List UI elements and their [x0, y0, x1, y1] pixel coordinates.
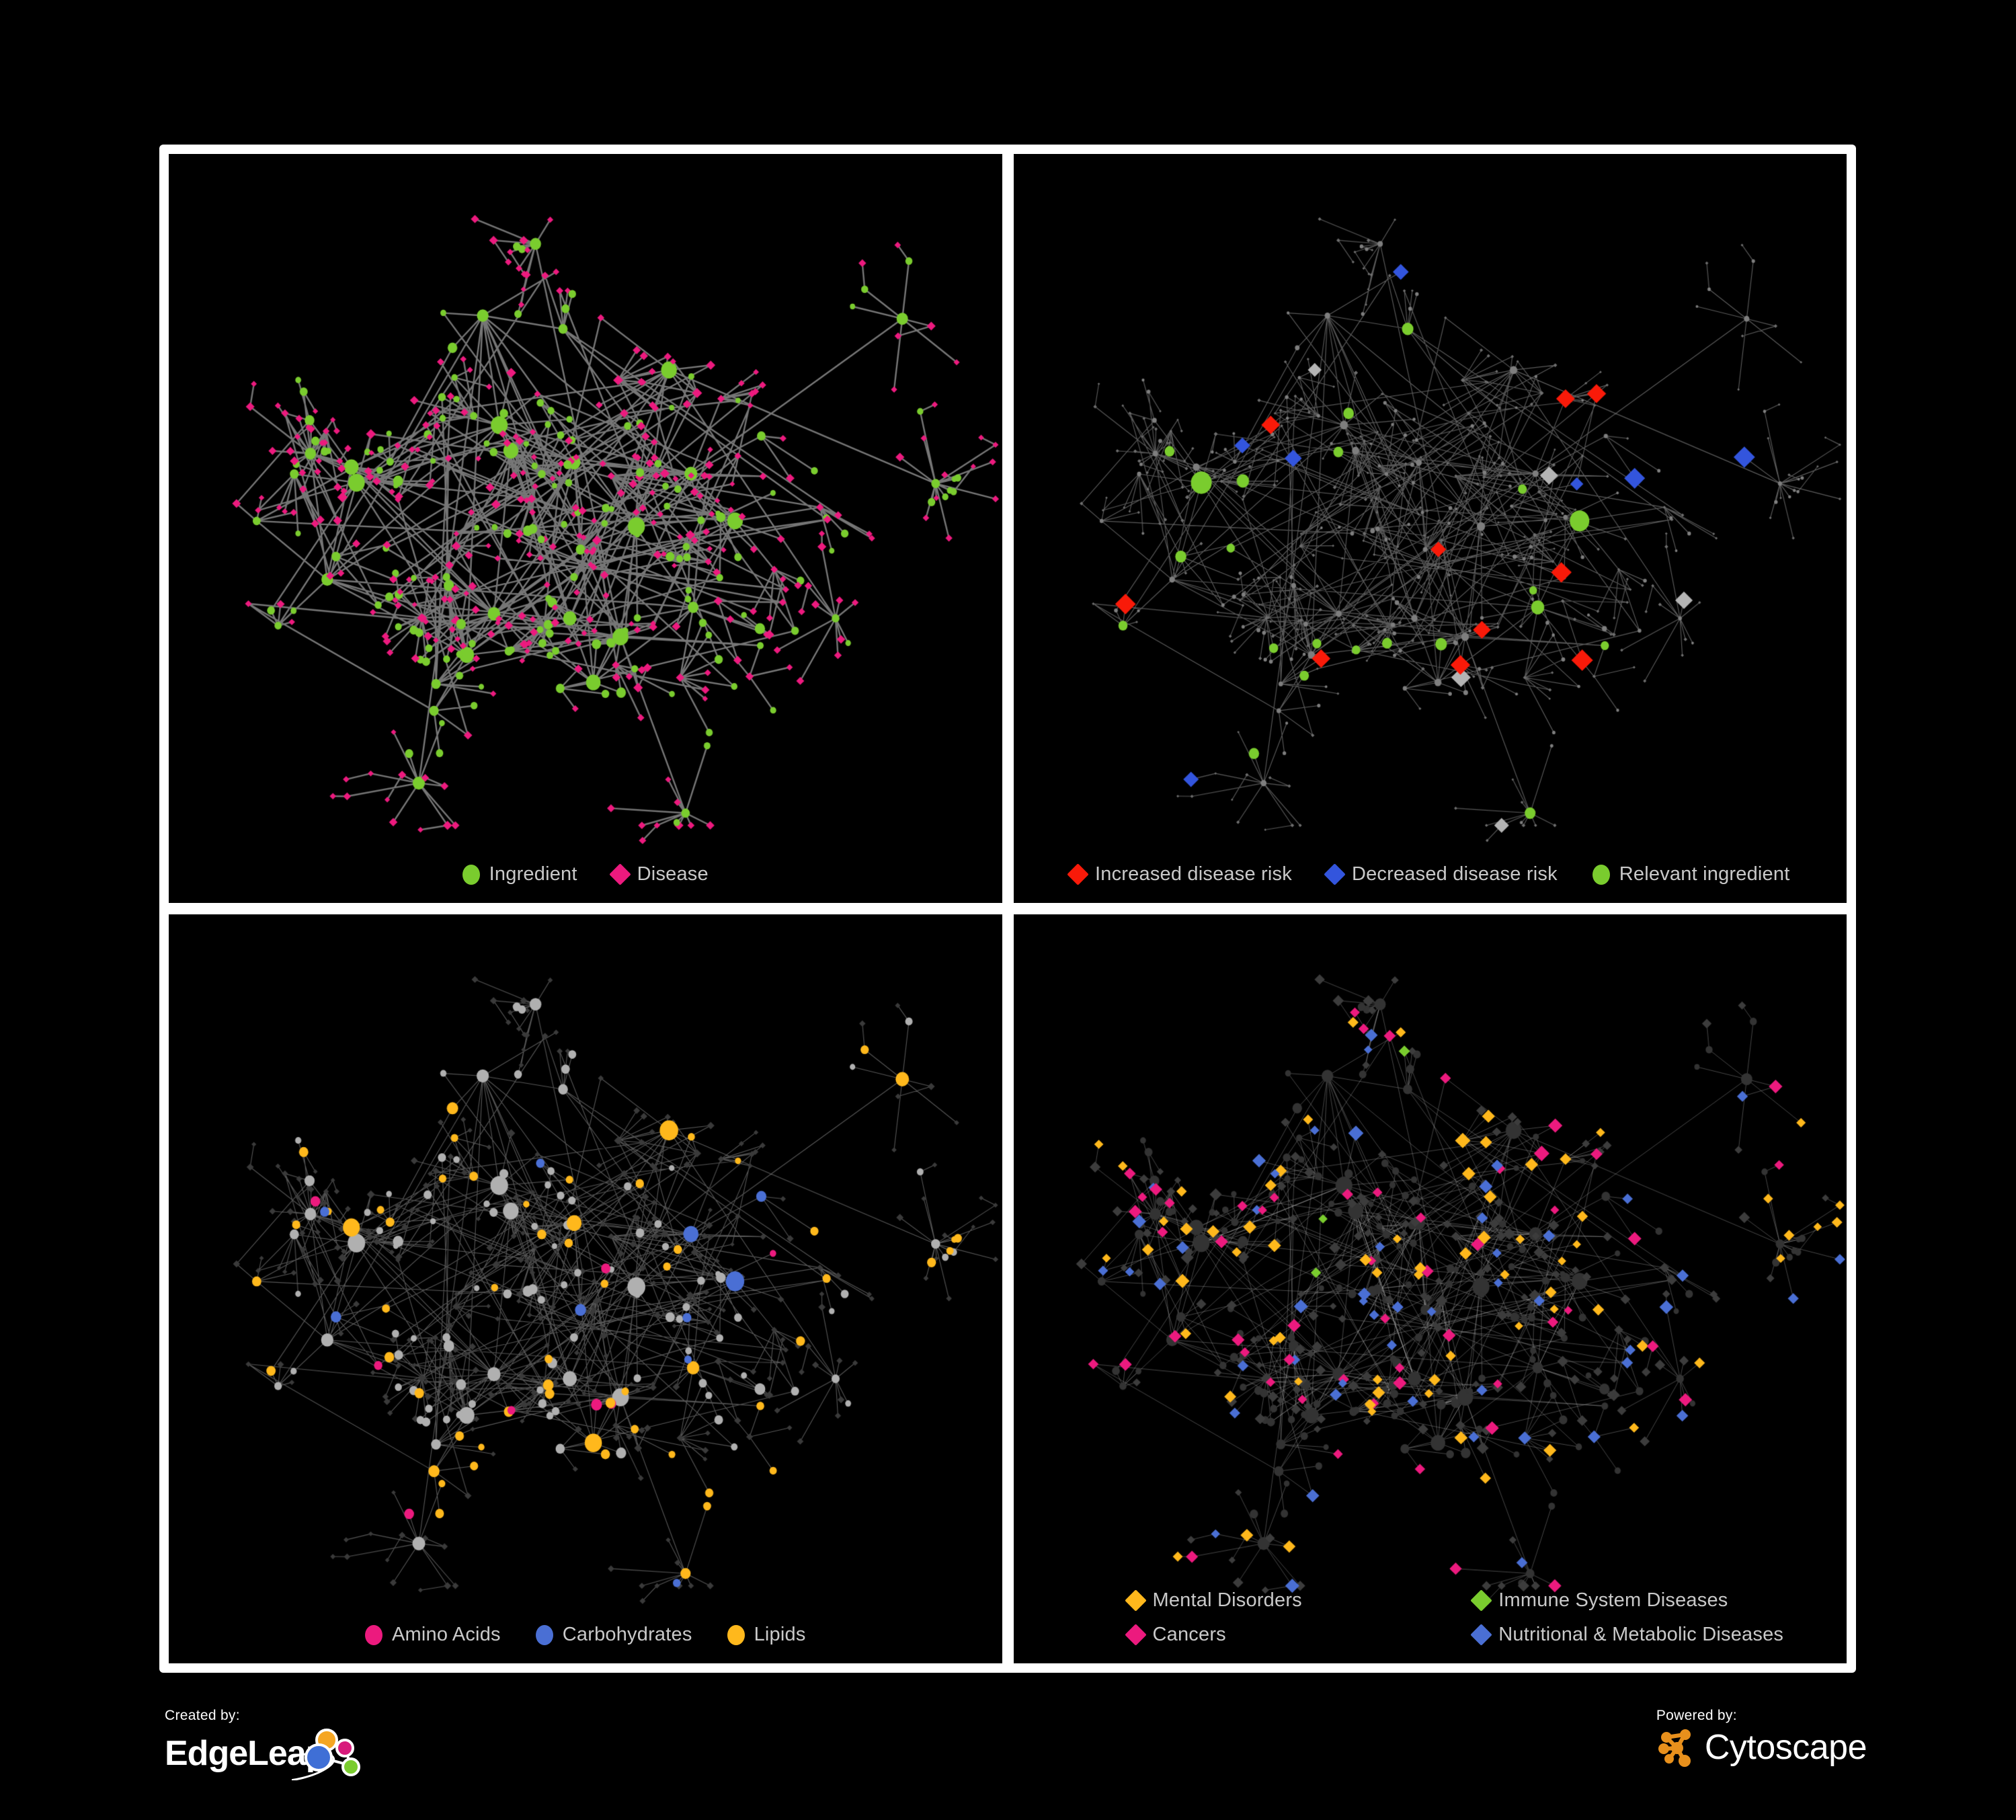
edgeleap-wordmark: EdgeLeap: [165, 1734, 327, 1773]
created-by-kicker: Created by:: [165, 1708, 240, 1723]
panel-grid: Ingredient Disease Increased disease risk…: [159, 145, 1856, 1673]
circle-marker-icon: [727, 1624, 745, 1645]
diamond-marker-icon: [1124, 1589, 1147, 1612]
legend-item[interactable]: Immune System Diseases: [1470, 1589, 1820, 1612]
diamond-marker-icon: [1124, 1624, 1147, 1646]
legend-item-label: Lipids: [754, 1624, 806, 1645]
diamond-marker-icon: [1067, 863, 1089, 885]
legend-item-label: Immune System Diseases: [1498, 1589, 1728, 1611]
legend-item-label: Decreased disease risk: [1351, 863, 1558, 885]
powered-by-credit: Powered by: Cytoscape: [1656, 1708, 1867, 1768]
legend-item[interactable]: Decreased disease risk: [1324, 863, 1558, 885]
legend-item-label: Mental Disorders: [1152, 1589, 1302, 1611]
circle-marker-icon: [535, 1624, 553, 1645]
edgeleap-node-graph-icon: [291, 1729, 360, 1780]
network-canvas-disease-class[interactable]: [1013, 914, 1847, 1663]
legend-disease-risk: Increased disease risk Decreased disease …: [1014, 863, 1847, 885]
legend-item-label: Ingredient: [489, 863, 577, 885]
panel-disease-class[interactable]: Mental Disorders Immune System Diseases Ca…: [1013, 914, 1847, 1663]
network-canvas-ingredient-disease[interactable]: [169, 154, 1002, 903]
legend-item-label: Nutritional & Metabolic Diseases: [1498, 1624, 1784, 1645]
network-canvas-ingredient-class[interactable]: [169, 914, 1002, 1663]
diamond-marker-icon: [1324, 863, 1346, 885]
created-by-credit: Created by: EdgeLeap: [165, 1708, 366, 1780]
diamond-marker-icon: [1470, 1589, 1493, 1612]
legend-item[interactable]: Cancers: [1124, 1624, 1474, 1646]
panel-ingredient-class[interactable]: Amino Acids Carbohydrates Lipids: [169, 914, 1002, 1663]
network-canvas-disease-risk[interactable]: [1013, 154, 1847, 903]
cytoscape-molecule-icon: [1658, 1729, 1691, 1767]
circle-marker-icon: [462, 864, 480, 885]
legend-ingredient-class: Amino Acids Carbohydrates Lipids: [169, 1624, 1002, 1646]
legend-item-label: Increased disease risk: [1095, 863, 1292, 885]
cytoscape-logo-row: Cytoscape: [1656, 1727, 1867, 1768]
legend-disease-class: Mental Disorders Immune System Diseases Ca…: [1014, 1589, 1847, 1646]
cytoscape-wordmark: Cytoscape: [1704, 1728, 1867, 1767]
legend-item-label: Amino Acids: [391, 1624, 501, 1645]
circle-marker-icon: [1592, 864, 1610, 885]
legend-item[interactable]: Nutritional & Metabolic Diseases: [1470, 1624, 1820, 1646]
legend-item[interactable]: Relevant ingredient: [1592, 863, 1790, 885]
legend-item[interactable]: Amino Acids: [364, 1624, 501, 1646]
legend-item[interactable]: Lipids: [727, 1624, 806, 1646]
circle-marker-icon: [364, 1624, 382, 1645]
diamond-marker-icon: [1470, 1624, 1493, 1646]
legend-ingredient-disease: Ingredient Disease: [169, 863, 1002, 885]
legend-item-label: Cancers: [1152, 1624, 1226, 1645]
legend-item[interactable]: Carbohydrates: [535, 1624, 692, 1646]
powered-by-kicker: Powered by:: [1656, 1708, 1737, 1723]
edgeleap-logo-row: EdgeLeap: [165, 1727, 366, 1780]
panel-ingredient-disease[interactable]: Ingredient Disease: [169, 154, 1002, 903]
legend-item[interactable]: Increased disease risk: [1067, 863, 1292, 885]
diamond-marker-icon: [608, 863, 631, 885]
legend-item-label: Carbohydrates: [562, 1624, 692, 1645]
panel-disease-risk[interactable]: Increased disease risk Decreased disease …: [1013, 154, 1847, 903]
legend-item[interactable]: Ingredient: [462, 863, 577, 885]
legend-item-label: Disease: [637, 863, 709, 885]
legend-item[interactable]: Mental Disorders: [1124, 1589, 1474, 1612]
legend-item-label: Relevant ingredient: [1619, 863, 1790, 885]
legend-item[interactable]: Disease: [608, 863, 709, 885]
